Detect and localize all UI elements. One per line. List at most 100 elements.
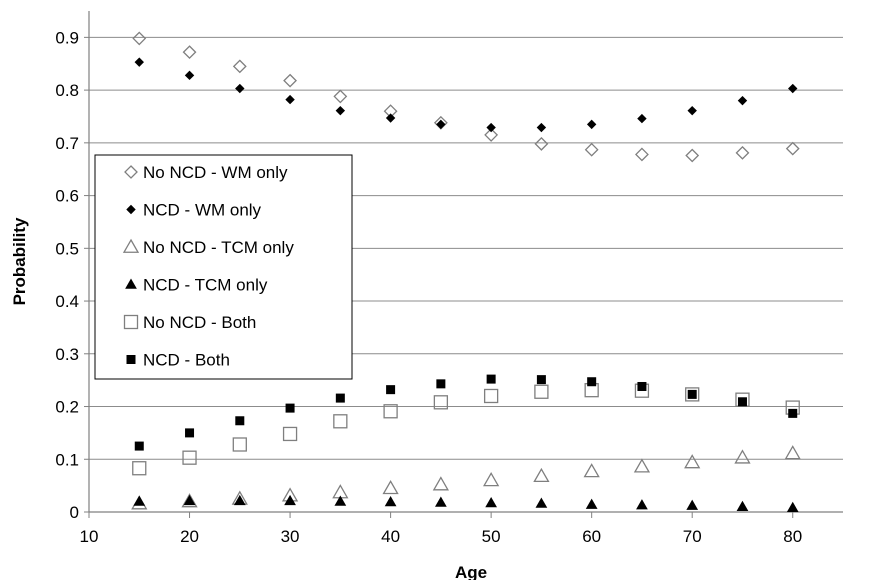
legend-entry: NCD - Both bbox=[126, 351, 230, 370]
legend-marker bbox=[124, 165, 138, 179]
legend-label: No NCD - Both bbox=[143, 313, 256, 332]
data-point bbox=[786, 501, 799, 513]
data-point bbox=[283, 73, 297, 88]
data-point bbox=[533, 467, 550, 483]
data-point bbox=[183, 494, 196, 506]
data-point bbox=[536, 122, 547, 133]
legend-marker bbox=[126, 355, 136, 364]
data-point bbox=[536, 375, 546, 385]
data-point bbox=[334, 495, 347, 506]
data-point bbox=[586, 119, 597, 130]
y-tick-label: 0.4 bbox=[55, 292, 79, 311]
data-point bbox=[232, 59, 247, 74]
data-point bbox=[436, 379, 446, 389]
data-point bbox=[534, 136, 549, 151]
series-0 bbox=[132, 31, 800, 163]
data-point bbox=[635, 147, 649, 162]
y-tick-label: 0.8 bbox=[55, 81, 79, 100]
data-point bbox=[182, 450, 197, 465]
data-point bbox=[235, 416, 245, 426]
legend-entry: No NCD - WM only bbox=[124, 163, 288, 182]
y-tick-label: 0.3 bbox=[55, 345, 79, 364]
legend-label: No NCD - WM only bbox=[143, 163, 288, 182]
data-point bbox=[432, 476, 449, 491]
x-tick-label: 20 bbox=[180, 527, 199, 546]
legend-label: NCD - Both bbox=[143, 351, 230, 370]
data-point bbox=[735, 145, 750, 160]
data-point bbox=[737, 95, 748, 106]
data-point bbox=[132, 461, 147, 476]
data-point bbox=[132, 31, 147, 46]
x-tick-label: 30 bbox=[281, 527, 300, 546]
series-2 bbox=[131, 445, 801, 510]
data-point bbox=[486, 374, 496, 384]
data-point bbox=[583, 463, 600, 478]
x-tick-label: 10 bbox=[80, 527, 99, 546]
x-tick-label: 70 bbox=[683, 527, 702, 546]
legend-entry: NCD - TCM only bbox=[125, 276, 268, 295]
data-point bbox=[486, 122, 496, 133]
data-point bbox=[232, 437, 247, 452]
y-tick-label: 0.7 bbox=[55, 134, 79, 153]
data-point bbox=[385, 113, 396, 123]
data-point bbox=[436, 119, 446, 130]
data-point bbox=[788, 408, 798, 418]
data-point bbox=[333, 414, 348, 429]
tick-labels: 0 0.1 0.2 0.3 0.4 0.5 0.6 0.7 0.8 0.9 10 20 30 40 50 60… bbox=[55, 28, 802, 546]
data-point bbox=[435, 496, 447, 507]
data-point bbox=[784, 445, 801, 460]
data-point bbox=[284, 494, 296, 506]
x-axis-title: Age bbox=[455, 563, 487, 580]
data-point bbox=[485, 497, 497, 508]
data-point bbox=[182, 45, 197, 60]
data-point bbox=[788, 83, 798, 94]
data-point bbox=[285, 94, 295, 105]
data-point bbox=[686, 499, 699, 510]
series-1 bbox=[134, 57, 798, 133]
data-point bbox=[384, 495, 397, 507]
data-point bbox=[134, 441, 144, 451]
data-point bbox=[636, 499, 648, 510]
data-point bbox=[133, 495, 146, 506]
data-point bbox=[184, 70, 195, 81]
y-tick-label: 0.6 bbox=[55, 187, 79, 206]
data-point bbox=[383, 404, 398, 419]
data-point bbox=[335, 393, 345, 403]
series-4 bbox=[132, 383, 800, 476]
y-tick-label: 0.9 bbox=[55, 28, 79, 47]
data-point bbox=[181, 493, 198, 508]
legend-label: NCD - WM only bbox=[143, 201, 262, 220]
legend-marker bbox=[126, 204, 136, 215]
data-point bbox=[386, 385, 396, 395]
data-point bbox=[687, 105, 697, 116]
legend-marker bbox=[125, 278, 137, 289]
data-point bbox=[433, 395, 449, 410]
x-tick-label: 50 bbox=[482, 527, 501, 546]
data-point bbox=[235, 83, 245, 94]
data-point bbox=[637, 113, 647, 124]
axes bbox=[84, 11, 843, 518]
series-5 bbox=[134, 374, 798, 451]
data-point bbox=[685, 387, 700, 402]
data-point bbox=[483, 388, 499, 404]
data-point bbox=[534, 384, 549, 399]
data-point bbox=[734, 449, 751, 464]
data-point bbox=[585, 498, 598, 509]
data-point bbox=[637, 381, 647, 391]
data-point bbox=[382, 479, 399, 495]
x-tick-label: 60 bbox=[582, 527, 601, 546]
series-3 bbox=[133, 494, 799, 513]
legend-marker bbox=[123, 314, 139, 330]
x-tick-label: 80 bbox=[783, 527, 802, 546]
data-point bbox=[483, 472, 500, 487]
legend-entry: NCD - WM only bbox=[126, 201, 262, 220]
data-point bbox=[684, 454, 701, 469]
data-point bbox=[333, 89, 348, 104]
data-point bbox=[584, 142, 599, 157]
data-point bbox=[687, 389, 697, 399]
data-point bbox=[285, 403, 295, 413]
y-axis-title: Probability bbox=[10, 217, 29, 305]
data-point bbox=[737, 397, 747, 407]
data-point bbox=[535, 497, 548, 508]
